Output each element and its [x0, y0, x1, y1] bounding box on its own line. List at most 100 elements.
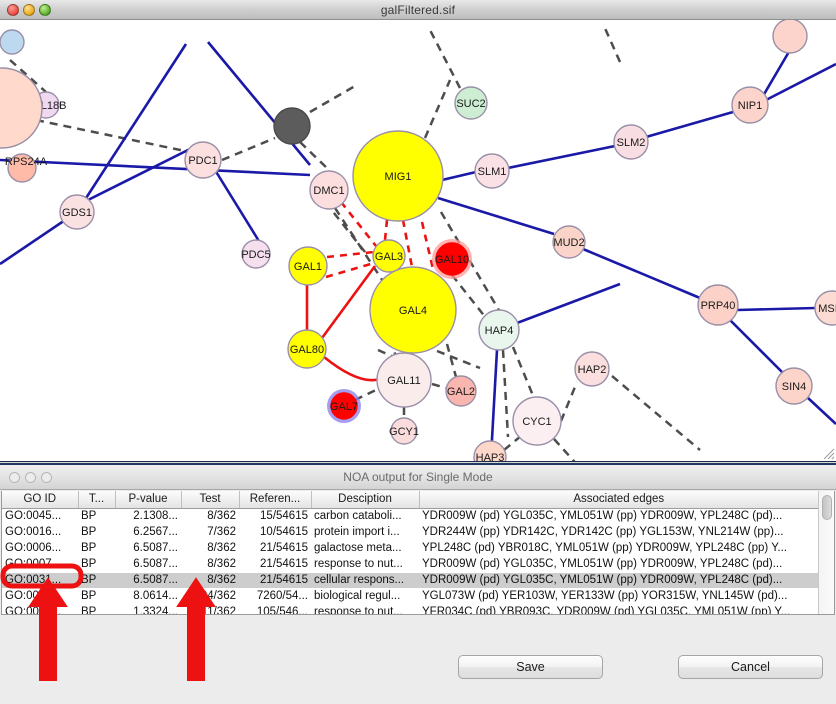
- node-circle[interactable]: [273, 107, 311, 145]
- node-circle[interactable]: [288, 246, 328, 286]
- network-node-gal4[interactable]: GAL4: [369, 266, 457, 354]
- node-circle[interactable]: [445, 375, 477, 407]
- table-row[interactable]: GO:0016... BP 6.2567... 7/362 10/54615 protei…: [2, 524, 818, 541]
- table-row[interactable]: GO:0031... BP 6.5087... 8/362 21/54615 cellul…: [2, 572, 818, 589]
- cancel-button[interactable]: Cancel: [678, 655, 823, 679]
- results-table-container[interactable]: GO ID T... P-value Test Referen... Desciption…: [1, 491, 835, 615]
- close-button-icon[interactable]: [7, 3, 19, 16]
- node-circle[interactable]: [241, 239, 271, 269]
- network-node-gcy1[interactable]: GCY1: [389, 417, 419, 445]
- node-circle[interactable]: [772, 20, 808, 54]
- table-body[interactable]: GO:0045... BP 2.1308... 8/362 15/54615 carbon…: [2, 508, 818, 614]
- node-circle[interactable]: [814, 290, 836, 326]
- node-circle[interactable]: [473, 440, 507, 462]
- cell-test: 8/362: [181, 540, 239, 557]
- network-node-gal1[interactable]: GAL1: [288, 246, 328, 286]
- vertical-scrollbar[interactable]: [818, 491, 834, 614]
- network-node[interactable]: [772, 20, 808, 54]
- column-header-ref[interactable]: Referen...: [239, 491, 312, 509]
- network-node-pdc5[interactable]: PDC5: [241, 239, 271, 269]
- node-circle[interactable]: [7, 153, 37, 183]
- node-circle[interactable]: [330, 392, 358, 420]
- column-header-pvalue[interactable]: P-value: [115, 491, 182, 509]
- node-circle[interactable]: [309, 170, 349, 210]
- network-node-slm1[interactable]: SLM1: [474, 153, 510, 189]
- save-button[interactable]: Save: [458, 655, 603, 679]
- table-row[interactable]: GO:0065... BP 8.0614... 94/362 7260/54... bio…: [2, 588, 818, 605]
- table-row[interactable]: GO:0006... BP 6.5087... 8/362 21/54615 galact…: [2, 540, 818, 557]
- node-circle[interactable]: [574, 351, 610, 387]
- table-row[interactable]: GO:0007... BP 6.5087... 8/362 21/54615 respon…: [2, 556, 818, 573]
- network-node-gal2[interactable]: GAL2: [445, 375, 477, 407]
- resize-grip-icon[interactable]: [822, 447, 835, 460]
- node-circle[interactable]: [372, 239, 406, 273]
- cell-go_id: GO:0045...: [2, 508, 78, 525]
- network-node[interactable]: [0, 29, 25, 55]
- network-node-msi[interactable]: MSI: [814, 290, 836, 326]
- node-circle[interactable]: [376, 352, 432, 408]
- zoom-button-icon[interactable]: [39, 3, 51, 16]
- node-circle[interactable]: [775, 367, 813, 405]
- dialog-zoom-button-icon[interactable]: [41, 471, 52, 483]
- network-node-gal3[interactable]: GAL3: [372, 239, 406, 273]
- node-circle[interactable]: [435, 242, 469, 276]
- node-circle[interactable]: [613, 124, 649, 160]
- network-node-prp40[interactable]: PRP40: [697, 284, 739, 326]
- results-table[interactable]: GO ID T... P-value Test Referen... Desciption…: [2, 491, 818, 614]
- node-circle[interactable]: [287, 329, 327, 369]
- network-node-gal11[interactable]: GAL11: [376, 352, 432, 408]
- column-header-go_id[interactable]: GO ID: [2, 491, 79, 509]
- cell-test: 8/362: [181, 556, 239, 573]
- dialog-close-button-icon[interactable]: [9, 471, 20, 483]
- network-node-gal80[interactable]: GAL80: [287, 329, 327, 369]
- node-circle[interactable]: [474, 153, 510, 189]
- network-node-rps24a[interactable]: RPS24A: [5, 153, 48, 183]
- network-node-pdc1[interactable]: PDC1: [184, 141, 222, 179]
- node-circle[interactable]: [0, 67, 43, 149]
- node-label: HAP3: [476, 452, 505, 462]
- cell-go_id: GO:0016...: [2, 524, 78, 541]
- table-row[interactable]: GO:0031... BP 1.3324... 11/362 105/546... res…: [2, 604, 818, 614]
- dialog-minimize-button-icon[interactable]: [25, 471, 36, 483]
- column-header-edges[interactable]: Associated edges: [419, 491, 818, 509]
- network-graph-canvas[interactable]: RPS24A RPL18B GDS1 PDC1 PDC5 DMC1 MIG1 SUC2 SLM1…: [0, 20, 836, 462]
- network-node[interactable]: [273, 107, 311, 145]
- network-node-nip1[interactable]: NIP1: [731, 86, 769, 124]
- network-node-mud2[interactable]: MUD2: [552, 225, 586, 259]
- network-node-gds1[interactable]: GDS1: [59, 194, 95, 230]
- node-label: GAL3: [375, 251, 403, 263]
- network-node[interactable]: [0, 67, 43, 149]
- cell-ref: 21/54615: [239, 572, 311, 589]
- node-circle[interactable]: [184, 141, 222, 179]
- network-node-mig1[interactable]: MIG1: [352, 130, 444, 222]
- network-node-dmc1[interactable]: DMC1: [309, 170, 349, 210]
- node-circle[interactable]: [697, 284, 739, 326]
- node-circle[interactable]: [390, 417, 418, 445]
- node-circle[interactable]: [352, 130, 444, 222]
- table-row[interactable]: GO:0045... BP 2.1308... 8/362 15/54615 carbon…: [2, 508, 818, 525]
- node-circle[interactable]: [478, 309, 520, 351]
- node-circle[interactable]: [454, 86, 488, 120]
- network-node-hap2[interactable]: HAP2: [574, 351, 610, 387]
- network-node-cyc1[interactable]: CYC1: [512, 396, 562, 446]
- minimize-button-icon[interactable]: [23, 3, 35, 16]
- network-node-gal7[interactable]: GAL7: [327, 389, 361, 423]
- node-label: PDC1: [188, 155, 217, 167]
- network-node-gal10[interactable]: GAL10: [432, 239, 472, 279]
- column-header-type[interactable]: T...: [78, 491, 116, 509]
- node-circle[interactable]: [59, 194, 95, 230]
- node-circle[interactable]: [731, 86, 769, 124]
- column-header-test[interactable]: Test: [181, 491, 240, 509]
- node-circle[interactable]: [552, 225, 586, 259]
- node-circle[interactable]: [512, 396, 562, 446]
- network-node-hap3[interactable]: HAP3: [473, 440, 507, 462]
- table-header-row[interactable]: GO ID T... P-value Test Referen... Desciption…: [2, 491, 818, 509]
- network-node-slm2[interactable]: SLM2: [613, 124, 649, 160]
- network-node-suc2[interactable]: SUC2: [454, 86, 488, 120]
- network-node-hap4[interactable]: HAP4: [478, 309, 520, 351]
- node-circle[interactable]: [0, 29, 25, 55]
- node-circle[interactable]: [369, 266, 457, 354]
- network-node-sin4[interactable]: SIN4: [775, 367, 813, 405]
- column-header-desc[interactable]: Desciption: [311, 491, 420, 509]
- scrollbar-thumb[interactable]: [822, 495, 832, 520]
